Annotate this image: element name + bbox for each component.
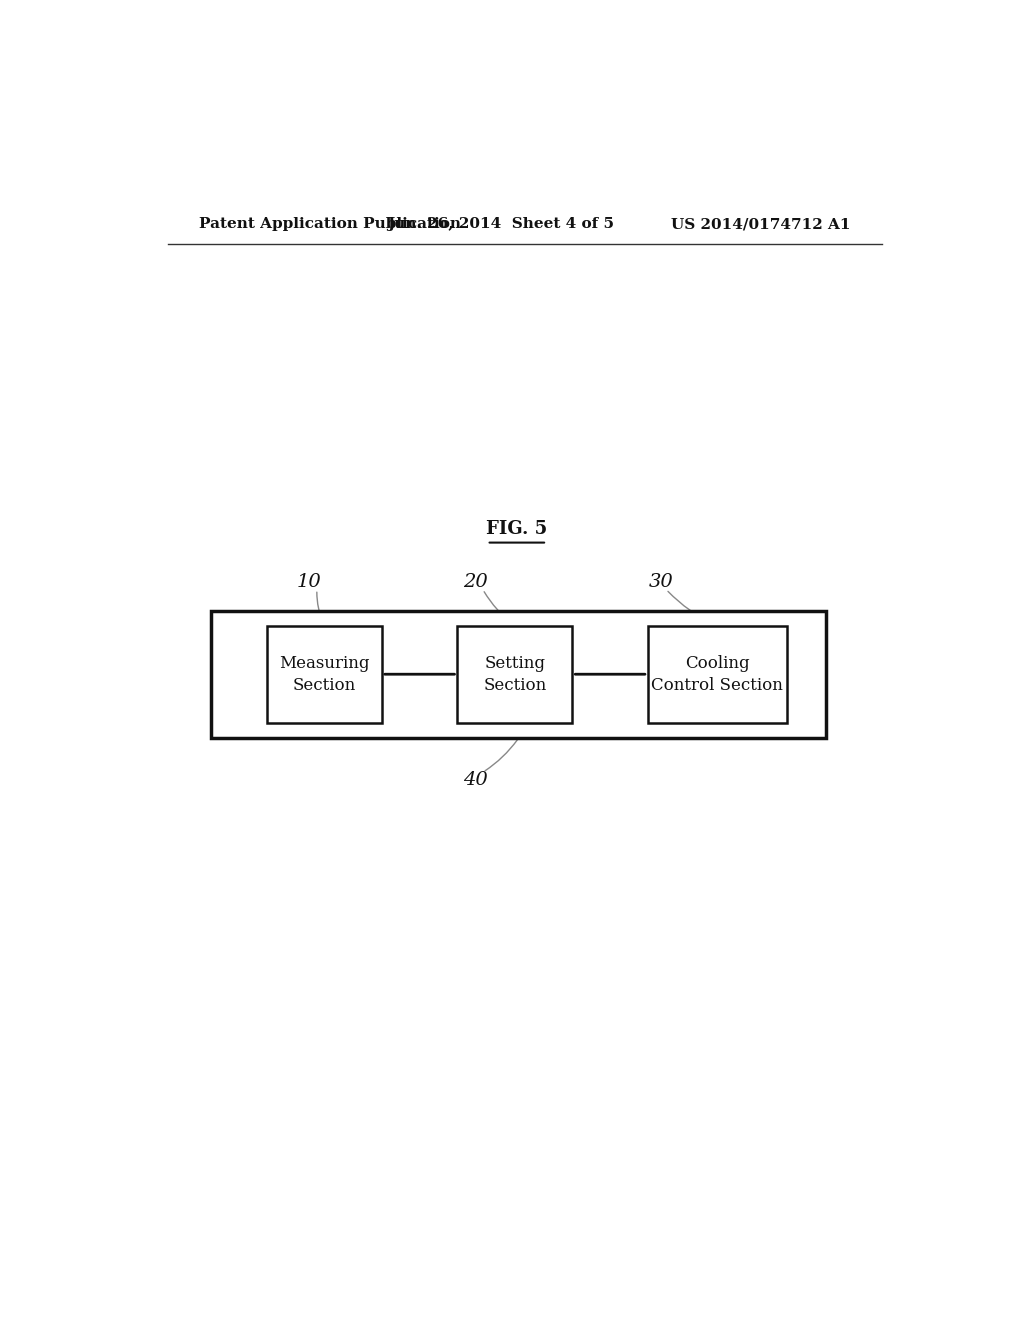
Text: 30: 30 — [649, 573, 674, 591]
Text: Patent Application Publication: Patent Application Publication — [200, 218, 462, 231]
Text: 40: 40 — [463, 771, 488, 789]
Text: Cooling
Control Section: Cooling Control Section — [651, 655, 783, 694]
Text: Setting
Section: Setting Section — [483, 655, 547, 694]
Bar — [648, 626, 786, 722]
Bar — [458, 626, 572, 722]
Text: Jun. 26, 2014  Sheet 4 of 5: Jun. 26, 2014 Sheet 4 of 5 — [387, 218, 614, 231]
Text: 20: 20 — [463, 573, 488, 591]
Text: 10: 10 — [297, 573, 322, 591]
Bar — [211, 611, 826, 738]
Text: FIG. 5: FIG. 5 — [486, 520, 548, 539]
Text: US 2014/0174712 A1: US 2014/0174712 A1 — [671, 218, 850, 231]
Text: Measuring
Section: Measuring Section — [280, 655, 370, 694]
Bar — [267, 626, 382, 722]
